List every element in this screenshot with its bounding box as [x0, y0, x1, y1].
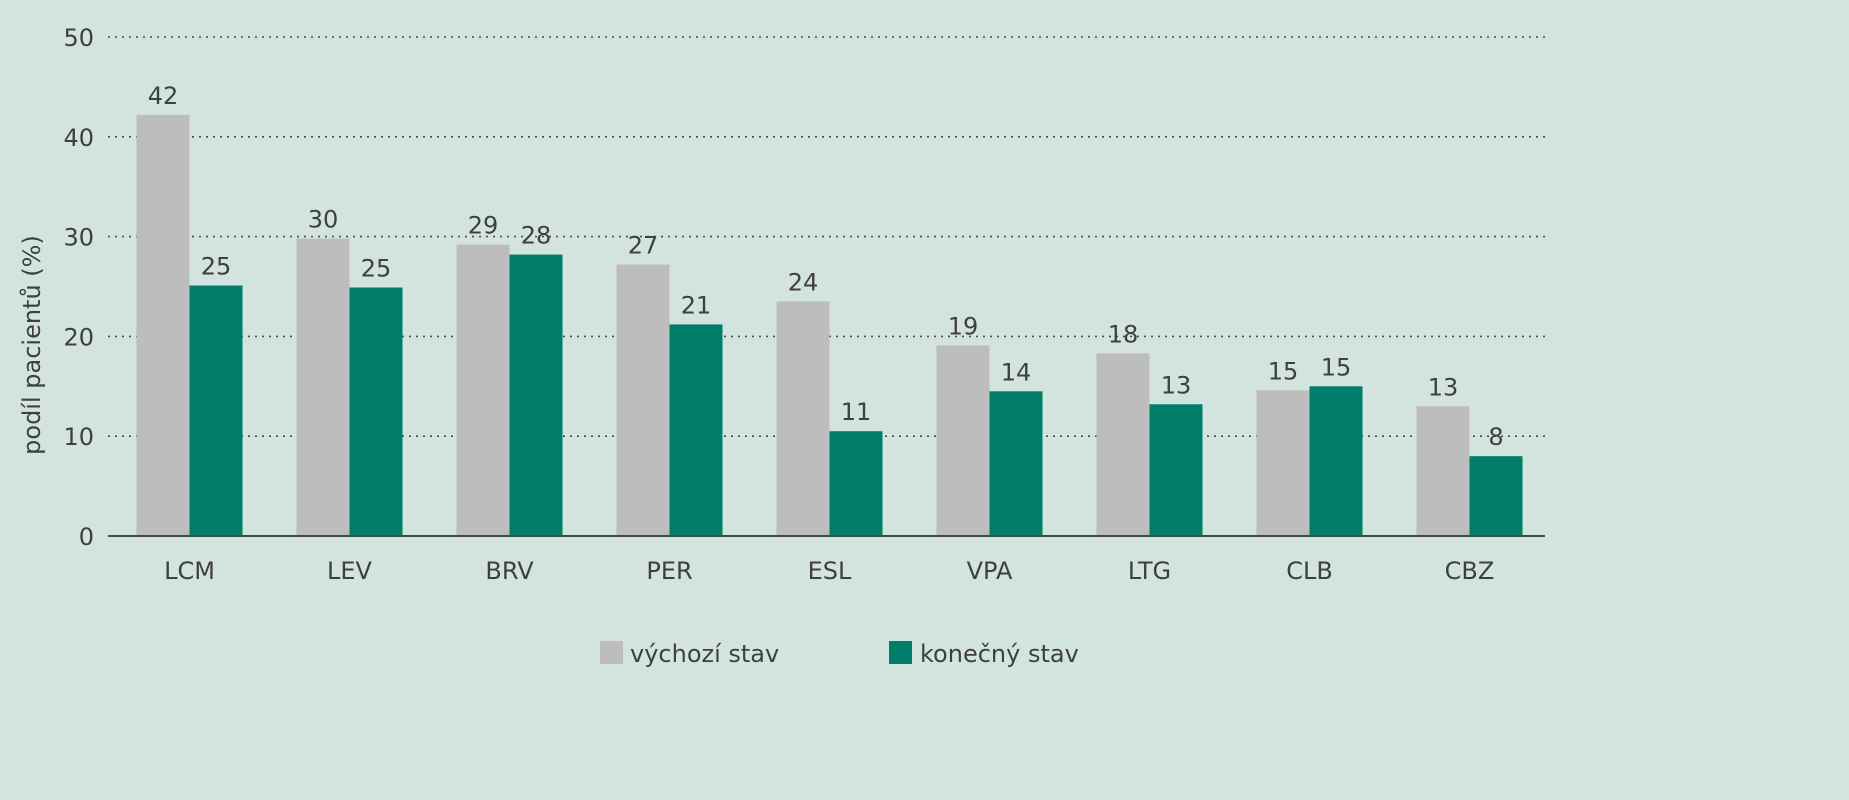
x-category-label: LTG: [1128, 557, 1171, 585]
data-label-lcm-series-2: 25: [201, 253, 232, 281]
data-label-vpa-series-2: 14: [1001, 358, 1032, 386]
y-tick-label: 20: [63, 323, 94, 351]
legend-label-series-2: konečný stav: [920, 640, 1079, 668]
bar-per-series-2: [669, 324, 723, 536]
data-label-esl-series-1: 24: [788, 268, 819, 296]
bar-vpa-series-2: [989, 391, 1043, 536]
data-label-vpa-series-1: 19: [948, 312, 979, 340]
y-tick-label: 50: [63, 24, 94, 52]
data-label-cbz-series-1: 13: [1428, 373, 1459, 401]
data-label-brv-series-2: 28: [521, 222, 552, 250]
x-category-label: CBZ: [1445, 557, 1495, 585]
x-category-label: CLB: [1286, 557, 1333, 585]
bar-esl-series-1: [776, 301, 830, 536]
data-label-per-series-1: 27: [628, 232, 659, 260]
bar-lcm-series-1: [136, 114, 190, 537]
data-label-per-series-2: 21: [681, 291, 712, 319]
bar-lcm-series-2: [189, 285, 243, 536]
data-label-esl-series-2: 11: [841, 398, 872, 426]
bar-clb-series-2: [1309, 386, 1363, 536]
x-category-label: LCM: [164, 557, 215, 585]
bar-per-series-1: [616, 264, 670, 536]
x-category-label: VPA: [967, 557, 1013, 585]
legend-swatch-series-1: [600, 641, 623, 664]
bar-lev-series-2: [349, 287, 403, 536]
legend-label-series-1: výchozí stav: [630, 640, 779, 668]
x-axis-categories: LCM LEV BRV PER ESL VPA LTG CLB CBZ: [164, 557, 1494, 585]
legend-swatch-series-2: [889, 641, 912, 664]
data-label-ltg-series-2: 13: [1161, 371, 1192, 399]
x-category-label: ESL: [808, 557, 852, 585]
bar-cbz-series-1: [1416, 406, 1470, 536]
data-label-lev-series-2: 25: [361, 254, 392, 282]
data-label-lev-series-1: 30: [308, 206, 339, 234]
legend: výchozí stav konečný stav: [600, 640, 1079, 668]
y-tick-label: 30: [63, 224, 94, 252]
y-axis-title: podíl pacientů (%): [18, 235, 46, 455]
bar-cbz-series-2: [1469, 456, 1523, 536]
bar-vpa-series-1: [936, 345, 990, 536]
data-labels: 42 25 30 25 29 28 27 21 24 11 19 14 18 13 15 15 13 8: [148, 82, 1504, 451]
y-tick-label: 10: [63, 423, 94, 451]
x-category-label: BRV: [485, 557, 534, 585]
y-tick-label: 0: [79, 523, 94, 551]
bar-ltg-series-2: [1149, 404, 1203, 536]
data-label-cbz-series-2: 8: [1488, 423, 1503, 451]
bar-ltg-series-1: [1096, 353, 1150, 536]
y-tick-label: 40: [63, 124, 94, 152]
bar-brv-series-2: [509, 254, 563, 536]
x-category-label: LEV: [327, 557, 373, 585]
data-label-lcm-series-1: 42: [148, 82, 179, 110]
bar-lev-series-1: [296, 238, 350, 536]
data-label-brv-series-1: 29: [468, 212, 499, 240]
bar-clb-series-1: [1256, 390, 1310, 536]
bar-esl-series-2: [829, 431, 883, 536]
bar-brv-series-1: [456, 244, 510, 537]
y-axis-ticks: 0 10 20 30 40 50: [63, 24, 94, 551]
data-label-clb-series-1: 15: [1268, 357, 1299, 385]
bars: [136, 114, 1523, 537]
data-label-ltg-series-1: 18: [1108, 320, 1139, 348]
data-label-clb-series-2: 15: [1321, 353, 1352, 381]
x-category-label: PER: [646, 557, 692, 585]
